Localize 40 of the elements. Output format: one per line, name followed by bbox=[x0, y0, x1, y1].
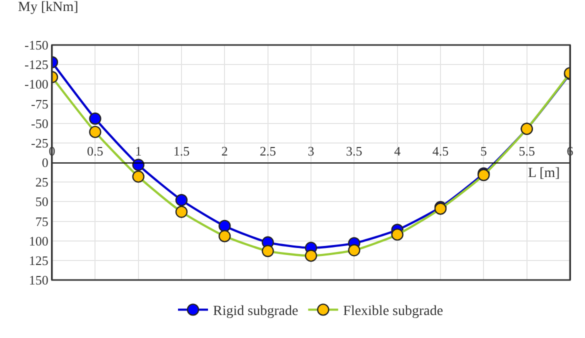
y-tick-label: 50 bbox=[35, 194, 48, 210]
y-tick-label: 75 bbox=[35, 214, 48, 229]
legend-label: Rigid subgrade bbox=[213, 304, 298, 320]
x-tick-label: 2 bbox=[221, 143, 228, 158]
x-axis-title: L [m] bbox=[528, 166, 560, 181]
point bbox=[132, 158, 144, 171]
y-tick-label: 150 bbox=[28, 272, 48, 288]
point bbox=[304, 250, 318, 262]
point bbox=[391, 228, 404, 241]
x-tick-label: 4 bbox=[394, 143, 402, 158]
y-tick-label: 0 bbox=[42, 155, 48, 170]
point bbox=[218, 230, 231, 242]
y-axis-title: My [kNm] bbox=[18, 0, 78, 15]
point bbox=[89, 126, 102, 138]
y-tick-label: -150 bbox=[24, 38, 48, 53]
point bbox=[218, 220, 231, 232]
x-tick-label: 1.5 bbox=[173, 143, 190, 158]
x-tick-label: 3.5 bbox=[346, 143, 362, 158]
y-tick-label: -125 bbox=[24, 57, 48, 72]
point bbox=[348, 244, 360, 256]
x-tick-label: 2.5 bbox=[260, 143, 276, 158]
y-tick-label: 100 bbox=[28, 233, 48, 248]
point bbox=[175, 206, 188, 218]
x-tick-label: 1 bbox=[135, 143, 142, 158]
legend-label: Flexible subgrade bbox=[343, 304, 444, 320]
y-tick-label: -50 bbox=[31, 116, 48, 131]
x-tick-label: 3 bbox=[308, 143, 314, 158]
point bbox=[262, 244, 274, 258]
x-tick-label: 0.5 bbox=[87, 143, 104, 158]
x-tick-label: 5 bbox=[480, 143, 487, 158]
point bbox=[175, 194, 188, 206]
x-tick-label: 5.5 bbox=[518, 143, 535, 158]
x-tick-label: 4.5 bbox=[432, 143, 449, 158]
y-tick-label: 25 bbox=[35, 174, 48, 190]
y-tick-label: 125 bbox=[28, 252, 48, 268]
y-tick-label: -100 bbox=[24, 76, 48, 92]
point bbox=[132, 170, 144, 183]
point bbox=[89, 112, 102, 125]
y-tick-label: -25 bbox=[31, 135, 48, 150]
y-tick-label: -75 bbox=[31, 96, 48, 112]
